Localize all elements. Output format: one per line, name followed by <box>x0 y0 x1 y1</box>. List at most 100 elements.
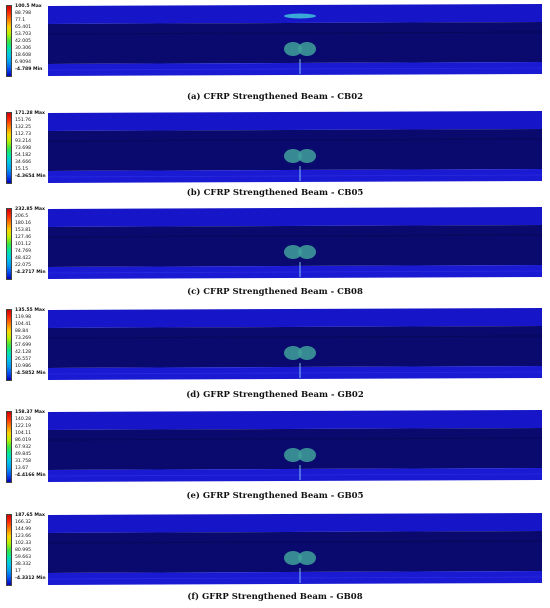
color-legend: 232.85 Max 206.5 180.16 153.81 127.46 101.12 7… <box>6 207 54 281</box>
legend-level: 13.67 <box>15 466 29 471</box>
web-edge <box>47 234 543 238</box>
flange-edge <box>47 67 543 71</box>
panel-caption: (e) GFRP Strengthened Beam - GB05 <box>186 491 364 501</box>
flange-edge <box>47 473 543 477</box>
legend-level: 153.81 <box>15 228 32 233</box>
legend-level: 17 <box>15 569 21 574</box>
panel-caption: (a) CFRP Strengthened Beam - CB02 <box>186 92 364 102</box>
legend-level: 119.98 <box>15 315 32 320</box>
legend-level: 88.798 <box>15 11 32 16</box>
stress-zone-left <box>284 346 302 360</box>
legend-level: 18.608 <box>15 53 32 58</box>
legend-color-bar <box>6 514 12 586</box>
legend-level: 77.1 <box>15 18 26 23</box>
legend-level: 102.33 <box>15 541 32 546</box>
legend-max: 135.55 Max <box>15 308 45 313</box>
legend-level: 10.986 <box>15 364 32 369</box>
legend-min: -4.4166 Min <box>15 473 46 478</box>
legend-level: 26.557 <box>15 357 32 362</box>
beam-contour <box>47 207 543 279</box>
stress-zone-right <box>298 551 316 565</box>
legend-level: 86.019 <box>15 438 32 443</box>
legend-level: 42.005 <box>15 39 32 44</box>
stress-zone-right <box>298 346 316 360</box>
panel-caption: (c) CFRP Strengthened Beam - CB08 <box>187 287 363 297</box>
legend-min: -4.789 Min <box>15 67 43 72</box>
color-legend: 158.37 Max 140.28 122.19 104.11 86.019 67.932… <box>6 410 54 484</box>
stress-zone-right <box>298 42 316 56</box>
legend-level: 57.699 <box>15 343 32 348</box>
legend-level: 104.41 <box>15 322 32 327</box>
legend-min: -4.2717 Min <box>15 270 46 275</box>
legend-level: 112.73 <box>15 132 32 137</box>
color-legend: 100.5 Max 88.798 77.1 65.401 53.703 42.005 30.… <box>6 4 54 78</box>
legend-level: 206.5 <box>15 214 29 219</box>
stress-zone-left <box>284 42 302 56</box>
legend-max: 100.5 Max <box>15 4 42 9</box>
legend-max: 171.28 Max <box>15 111 45 116</box>
legend-level: 34.666 <box>15 160 32 165</box>
legend-color-bar <box>6 309 12 381</box>
stress-zone-right <box>298 448 316 462</box>
legend-min: -4.3654 Min <box>15 174 46 179</box>
legend-max: 232.85 Max <box>15 207 45 212</box>
legend-level: 6.9094 <box>15 60 32 65</box>
legend-color-bar <box>6 411 12 483</box>
flange-edge <box>47 174 543 178</box>
legend-max: 187.65 Max <box>15 513 45 518</box>
legend-level: 49.845 <box>15 452 32 457</box>
legend-level: 53.703 <box>15 32 32 37</box>
legend-level: 42.128 <box>15 350 32 355</box>
legend-max: 158.37 Max <box>15 410 45 415</box>
web-edge <box>47 335 543 339</box>
beam-contour <box>47 4 543 76</box>
top-flange <box>48 513 542 533</box>
stress-zone-left <box>284 551 302 565</box>
stress-zone-right <box>298 245 316 259</box>
legend-level: 54.182 <box>15 153 32 158</box>
legend-color-bar <box>6 208 12 280</box>
legend-min: -4.5852 Min <box>15 371 46 376</box>
color-legend: 187.65 Max 166.32 144.99 123.66 102.33 80.995… <box>6 513 54 587</box>
color-legend: 171.28 Max 151.76 132.25 112.73 93.214 73.698… <box>6 111 54 185</box>
legend-level: 144.99 <box>15 527 32 532</box>
legend-level: 30.306 <box>15 46 32 51</box>
flange-edge <box>47 270 543 274</box>
panel-caption: (d) GFRP Strengthened Beam - GB02 <box>186 390 364 400</box>
legend-level: 140.28 <box>15 417 32 422</box>
legend-level: 74.769 <box>15 249 32 254</box>
legend-level: 151.76 <box>15 118 32 123</box>
flange-edge <box>47 371 543 375</box>
top-damage-zone <box>284 13 316 19</box>
legend-level: 104.11 <box>15 431 32 436</box>
legend-color-bar <box>6 112 12 184</box>
stress-zone-left <box>284 245 302 259</box>
legend-level: 73.269 <box>15 336 32 341</box>
legend-level: 22.075 <box>15 263 32 268</box>
flange-edge <box>47 576 543 580</box>
legend-level: 166.32 <box>15 520 32 525</box>
top-flange <box>48 111 542 131</box>
legend-level: 101.12 <box>15 242 32 247</box>
stress-zone-right <box>298 149 316 163</box>
legend-level: 15.15 <box>15 167 29 172</box>
legend-color-bar <box>6 5 12 77</box>
legend-level: 59.663 <box>15 555 32 560</box>
legend-level: 132.25 <box>15 125 32 130</box>
panel-caption: (f) GFRP Strengthened Beam - GB08 <box>187 592 363 602</box>
panel-caption: (b) CFRP Strengthened Beam - CB05 <box>186 188 364 198</box>
legend-level: 38.332 <box>15 562 32 567</box>
web-edge <box>47 31 543 35</box>
legend-level: 31.758 <box>15 459 32 464</box>
beam-contour <box>47 308 543 380</box>
legend-min: -4.3312 Min <box>15 576 46 581</box>
legend-level: 122.19 <box>15 424 32 429</box>
stress-zone-left <box>284 149 302 163</box>
beam-contour <box>47 410 543 482</box>
legend-level: 88.84 <box>15 329 29 334</box>
top-flange <box>48 207 542 227</box>
legend-level: 65.401 <box>15 25 32 30</box>
legend-level: 48.422 <box>15 256 32 261</box>
stress-zone-left <box>284 448 302 462</box>
legend-level: 127.46 <box>15 235 32 240</box>
